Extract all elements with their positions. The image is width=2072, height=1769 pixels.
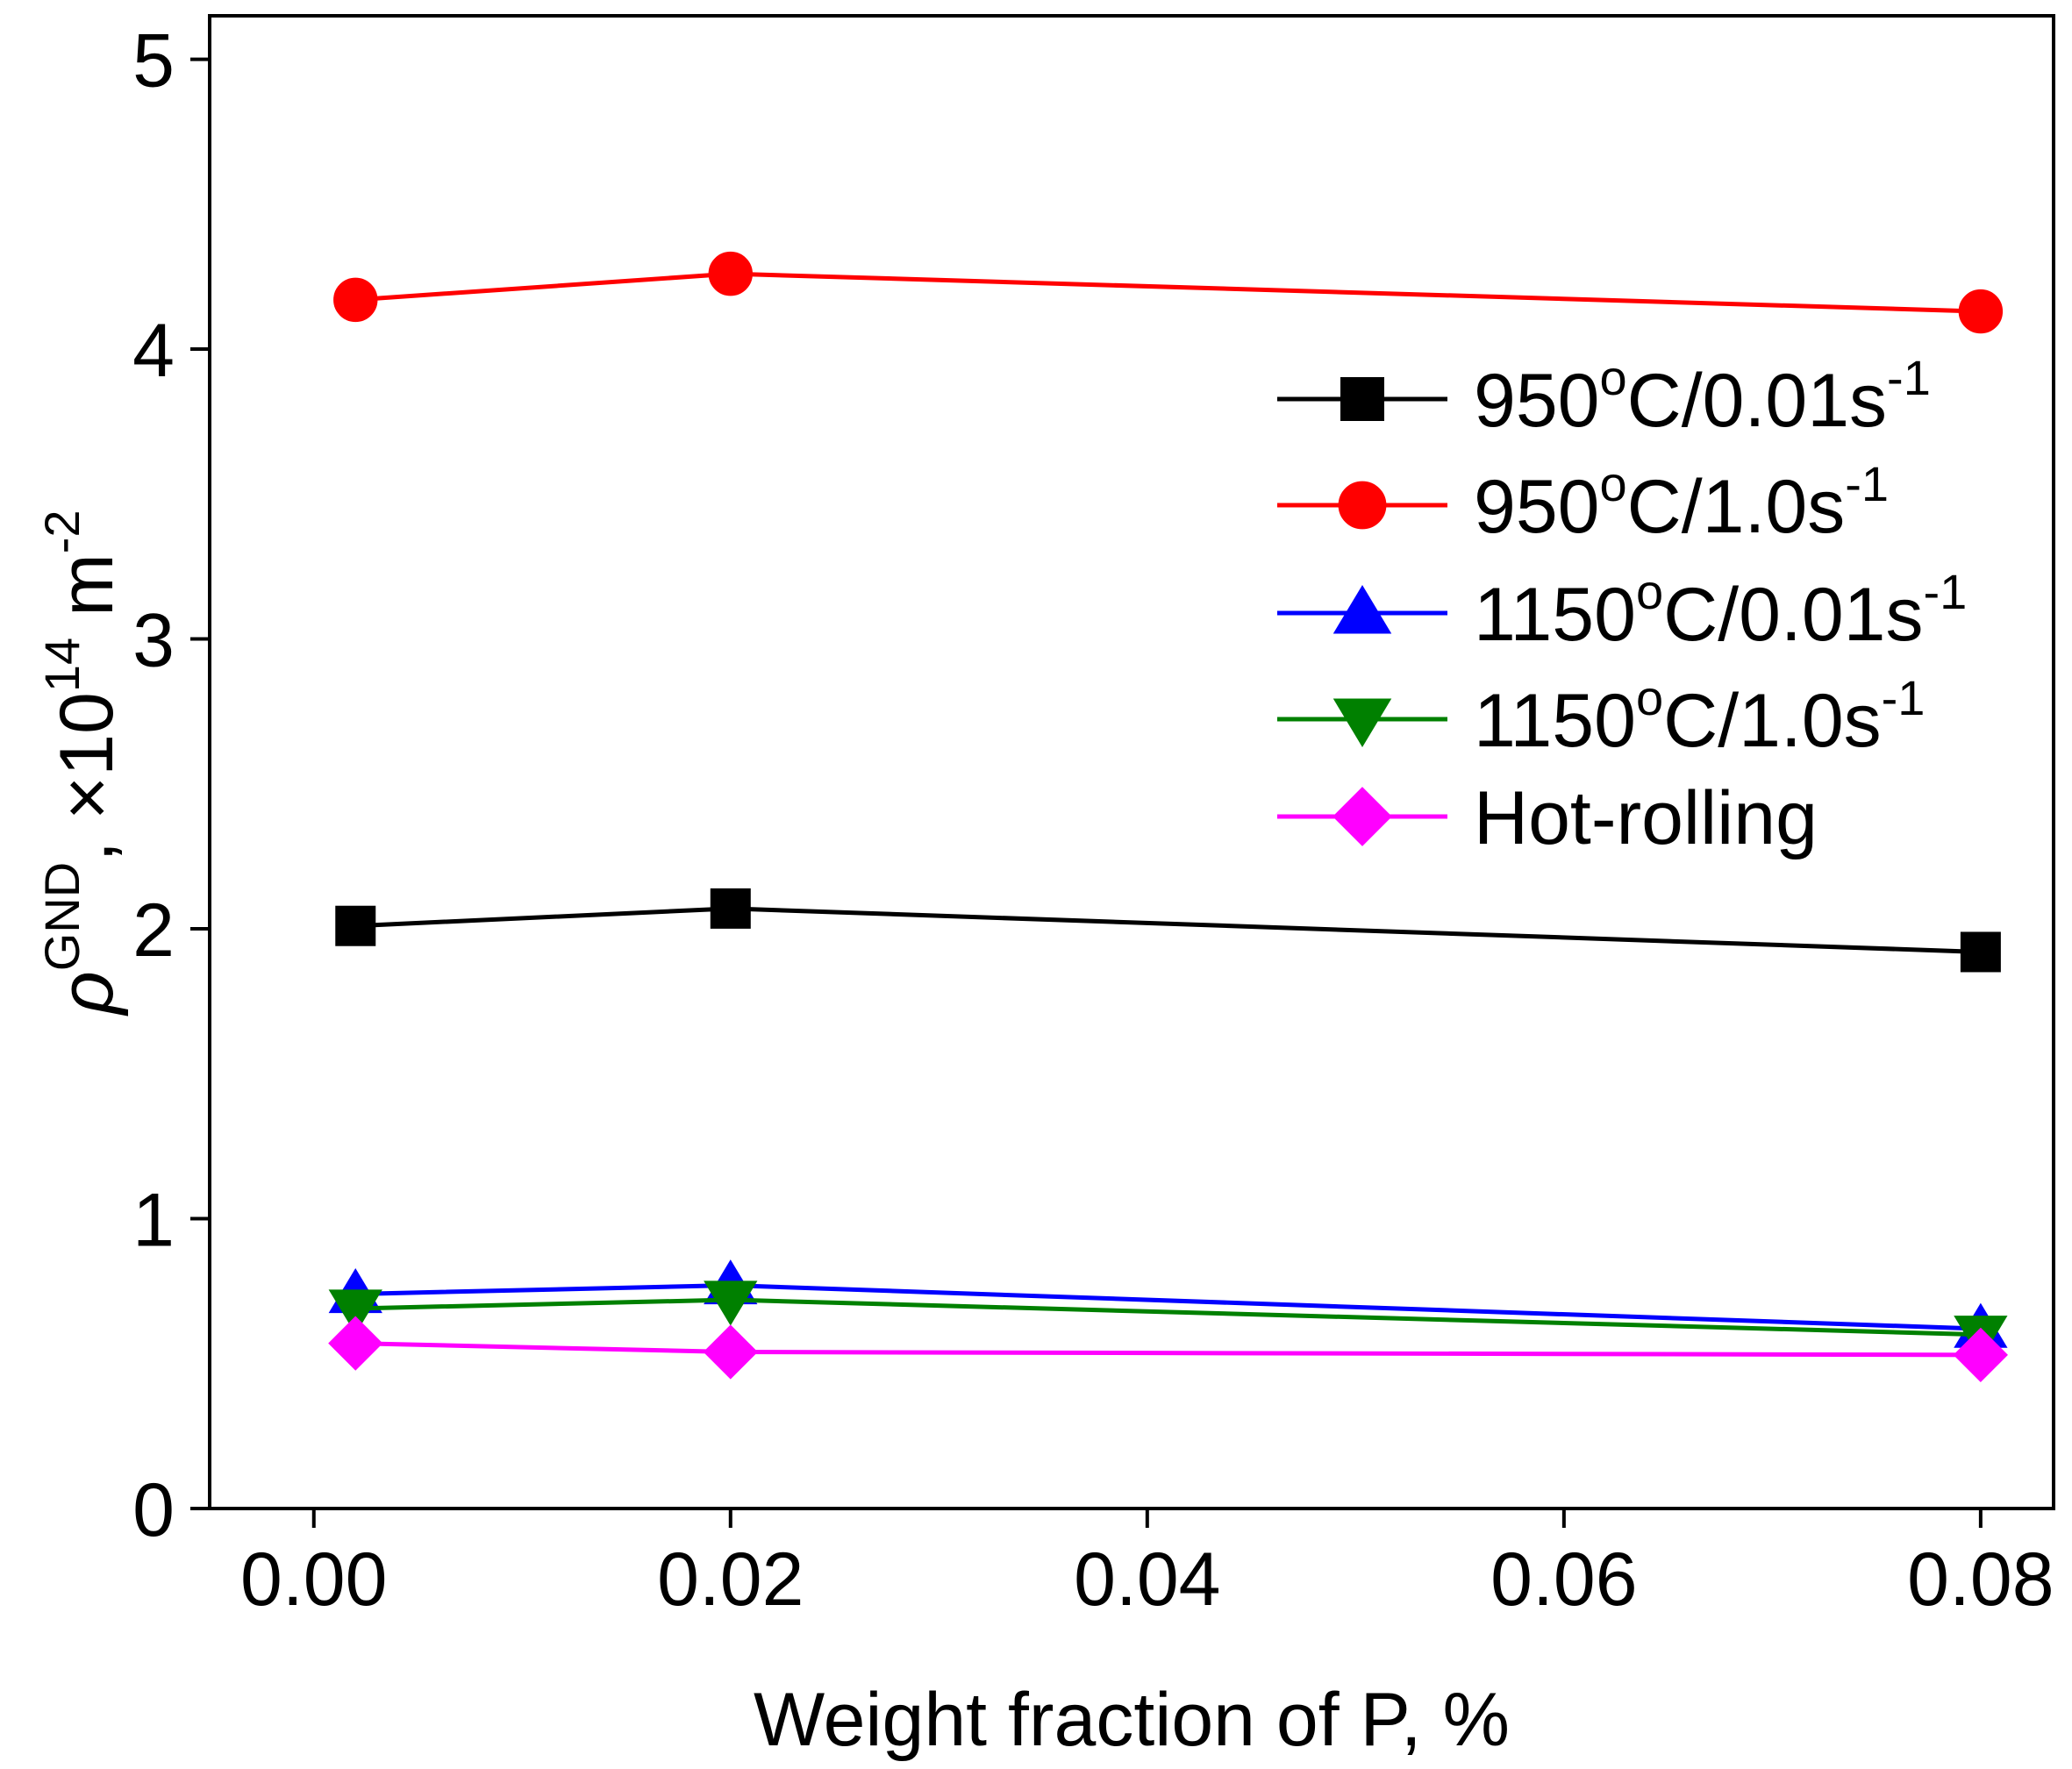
- legend-label-main: 950: [1474, 359, 1600, 443]
- legend-label: 950oC/0.01s-1: [1474, 350, 1931, 443]
- series-0: [335, 888, 2001, 973]
- legend-label-degree: o: [1600, 350, 1627, 405]
- data-point: [1958, 289, 2004, 334]
- legend-label-unit: C/0.01s: [1663, 573, 1923, 657]
- legend-marker: [1333, 585, 1392, 634]
- legend-item-4: Hot-rolling: [1277, 776, 1818, 860]
- series-3: [328, 1280, 2008, 1361]
- y-axis-text-sup: 14: [34, 638, 89, 692]
- x-tick-label: 0.08: [1907, 1537, 2054, 1622]
- y-tick-label: 3: [132, 599, 175, 683]
- legend-label-unit: C/1.0s: [1627, 465, 1846, 549]
- legend-item-3: 1150oC/1.0s-1: [1277, 670, 1925, 763]
- data-point: [1953, 1327, 2008, 1382]
- y-axis-text: , ×10: [45, 692, 129, 862]
- legend-label: Hot-rolling: [1474, 776, 1818, 860]
- x-tick-label: 0.04: [1074, 1537, 1220, 1622]
- data-point: [703, 1324, 758, 1380]
- legend-label: 1150oC/1.0s-1: [1474, 670, 1925, 763]
- legend-label-exponent: -1: [1923, 564, 1967, 619]
- legend-label-degree: o: [1636, 564, 1663, 619]
- legend-item-2: 1150oC/0.01s-1: [1277, 564, 1967, 657]
- legend-label-main: 1150: [1474, 679, 1636, 763]
- y-axis-symbol: ρ: [45, 971, 129, 1016]
- y-axis-title: ρGND, ×1014 m-2: [34, 510, 129, 1016]
- data-point: [1960, 931, 2001, 973]
- plot-frame: [208, 14, 2055, 1510]
- legend-label-main: 1150: [1474, 573, 1636, 657]
- ticks-layer: 0.00 0.02 0.04 0.06 0.08 0 1 2 3 4 5: [132, 19, 2054, 1622]
- x-tick-label: 0.00: [240, 1537, 387, 1622]
- data-point: [335, 905, 376, 946]
- x-tick-label: 0.02: [657, 1537, 804, 1622]
- legend-label-main: Hot-rolling: [1474, 776, 1818, 860]
- y-tick-label: 4: [132, 309, 175, 393]
- y-tick-label: 2: [132, 888, 175, 973]
- legend-label-main: 950: [1474, 465, 1600, 549]
- legend-label-degree: o: [1600, 456, 1627, 511]
- data-point: [328, 1289, 382, 1335]
- data-point: [710, 888, 751, 929]
- legend-label-exponent: -1: [1845, 456, 1889, 511]
- legend-marker: [1333, 787, 1392, 846]
- legend: 950oC/0.01s-1950oC/1.0s-11150oC/0.01s-11…: [1277, 350, 1967, 860]
- series-4: [328, 1316, 2008, 1382]
- legend-marker: [1333, 698, 1392, 747]
- legend-label-exponent: -1: [1882, 670, 1926, 725]
- legend-label-unit: C/1.0s: [1663, 679, 1882, 763]
- legend-label: 1150oC/0.01s-1: [1474, 564, 1967, 657]
- legend-marker: [1338, 481, 1387, 530]
- legend-label-degree: o: [1636, 670, 1663, 725]
- legend-item-0: 950oC/0.01s-1: [1277, 350, 1931, 443]
- y-axis-unit-sup: -2: [34, 510, 89, 553]
- series-layer: [328, 251, 2008, 1382]
- data-point: [333, 277, 378, 323]
- legend-item-1: 950oC/1.0s-1: [1277, 456, 1889, 549]
- legend-marker: [1340, 377, 1384, 421]
- y-tick-label: 0: [132, 1468, 175, 1552]
- x-tick-label: 0.06: [1490, 1537, 1637, 1622]
- legend-label-unit: C/0.01s: [1627, 359, 1887, 443]
- y-tick-label: 5: [132, 19, 175, 103]
- data-point: [328, 1316, 383, 1371]
- legend-label-exponent: -1: [1887, 350, 1931, 405]
- series-1: [333, 251, 2004, 334]
- x-axis-title: Weight fraction of P, %: [754, 1678, 1510, 1762]
- legend-label: 950oC/1.0s-1: [1474, 456, 1889, 549]
- data-point: [708, 251, 753, 296]
- y-axis-unit: m: [45, 553, 129, 638]
- y-tick-label: 1: [132, 1179, 175, 1263]
- y-axis-symbol-sup: GND: [34, 862, 89, 971]
- data-point: [704, 1280, 758, 1326]
